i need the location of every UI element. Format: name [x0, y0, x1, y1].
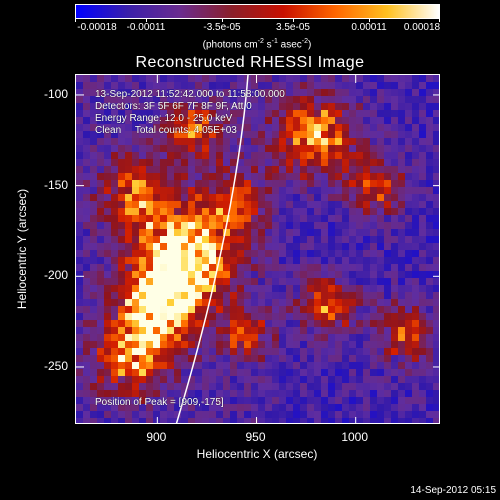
colorbar: [75, 4, 440, 19]
colorbar-units-label: (photons cm-2 s-1 asec-2): [202, 38, 312, 51]
energy-range-annotation: Energy Range: 12.0 - 25.0 keV: [95, 113, 233, 124]
detectors-annotation: Detectors: 3F 5F 6F 7F 8F 9F, Att 0: [95, 101, 252, 112]
peak-position-annotation: Position of Peak = [909,-175]: [95, 397, 224, 408]
colorbar-tick: [439, 18, 440, 22]
x-axis-label: Heliocentric X (arcsec): [196, 447, 318, 461]
y-tick-label: -150: [43, 177, 68, 192]
x-tick-label: 1000: [341, 430, 369, 444]
y-tick-label: -250: [43, 358, 68, 373]
plot-title: Reconstructed RHESSI Image: [135, 54, 365, 71]
image-plot-area[interactable]: 13-Sep-2012 11:52:42.000 to 11:58:00.000…: [75, 74, 440, 424]
colorbar-tick-label: 0.00018: [403, 22, 441, 33]
colorbar-tick-label: -0.00011: [126, 22, 166, 33]
time-range-annotation: 13-Sep-2012 11:52:42.000 to 11:58:00.000: [95, 89, 285, 100]
colorbar-tick-label: -3.5e-05: [203, 22, 241, 33]
colorbar-tick-label: -0.00018: [77, 22, 117, 33]
y-axis-label: Heliocentric Y (arcsec): [15, 188, 29, 310]
solar-limb-line: [175, 75, 249, 423]
x-tick-label: 900: [146, 430, 167, 444]
clean-counts-annotation: Clean Total counts: 4.05E+03: [95, 125, 237, 136]
colorbar-tick: [75, 18, 76, 22]
colorbar-tick: [222, 18, 223, 22]
rhessi-heatmap: [76, 75, 439, 423]
plot-timestamp: 14-Sep-2012 05:15: [410, 485, 496, 496]
colorbar-tick-label: 3.5e-05: [276, 22, 310, 33]
y-tick-label: -100: [43, 86, 68, 101]
colorbar-tick: [369, 18, 371, 22]
x-tick-label: 950: [245, 430, 266, 444]
colorbar-tick: [145, 18, 147, 22]
colorbar-tick: [292, 18, 294, 22]
colorbar-tick-label: 0.00011: [351, 22, 387, 33]
y-tick-label: -200: [43, 268, 68, 283]
